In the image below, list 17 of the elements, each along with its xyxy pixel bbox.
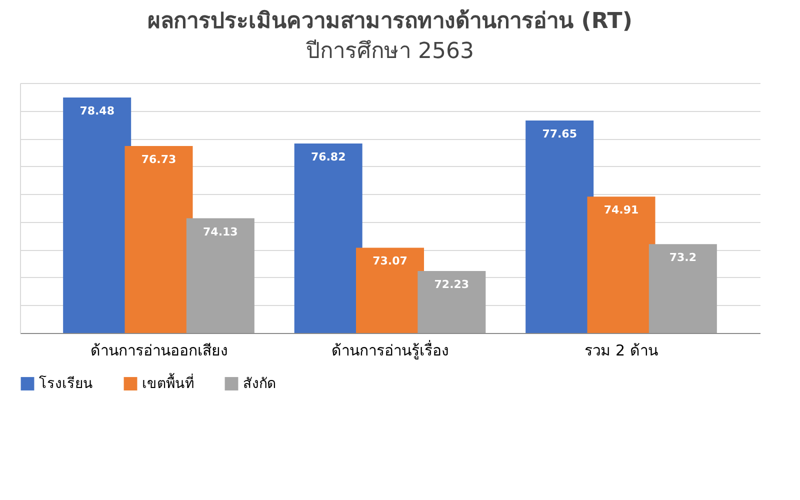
data-label: 78.48 bbox=[80, 104, 114, 118]
data-label: 77.65 bbox=[542, 128, 577, 140]
data-label: 73.2 bbox=[669, 251, 696, 264]
data-label: 74.13 bbox=[203, 225, 238, 238]
data-label: 72.23 bbox=[434, 278, 470, 292]
chart-subtitle: ปีการศึกษา 2563 bbox=[305, 39, 474, 64]
data-label: 73.07 bbox=[372, 254, 408, 268]
data-label: 74.91 bbox=[604, 204, 639, 217]
x-tick-label: ด้านการอ่านออกเสียง bbox=[90, 342, 228, 360]
data-label: 76.73 bbox=[141, 153, 176, 166]
legend-label: เขตพื้นที่ bbox=[142, 372, 194, 392]
data-label: 76.82 bbox=[310, 150, 346, 164]
x-tick-label: รวม 2 ด้าน bbox=[584, 342, 658, 360]
x-tick-label: ด้านการอ่านรู้เรื่อง bbox=[332, 340, 448, 360]
legend-label: สังกัด bbox=[243, 376, 276, 392]
legend-label: โรงเรียน bbox=[39, 374, 93, 392]
chart-title: ผลการประเมินความสามารถทางด้านการอ่าน (RT) bbox=[148, 9, 632, 34]
